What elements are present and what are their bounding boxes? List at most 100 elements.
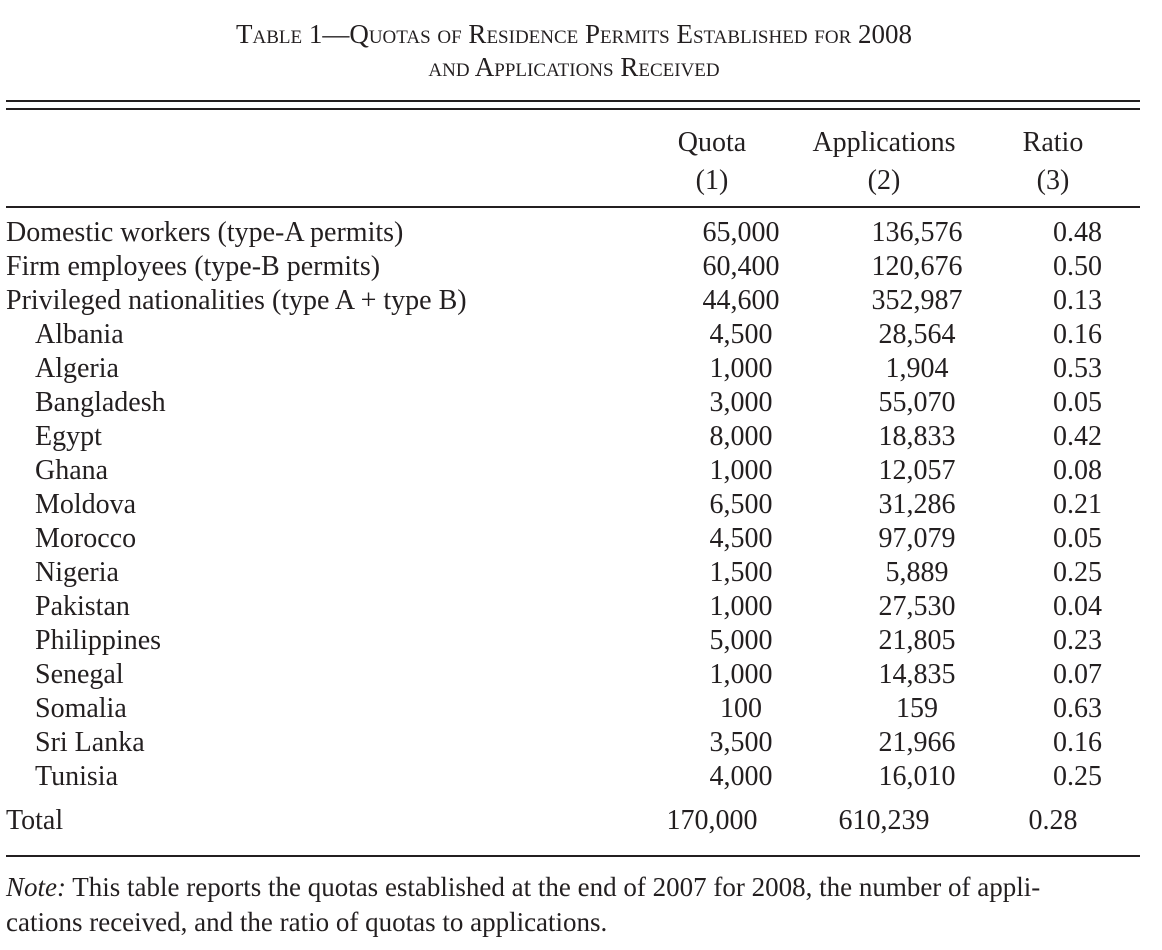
quota-cell: 100 (720, 693, 762, 724)
note-prefix: Note: (6, 872, 66, 902)
quota-cell: 4,500 (709, 523, 773, 554)
applications-cell: 136,576 (871, 217, 963, 248)
ratio-cell: 0.05 (1053, 523, 1102, 554)
row-label: Morocco (35, 523, 137, 554)
quota-cell: 60,400 (702, 251, 780, 282)
quota-cell: 8,000 (709, 421, 773, 452)
table-row: Albania 4,500 28,564 0.16 (6, 318, 1140, 352)
table-row: Tunisia 4,000 16,010 0.25 (6, 760, 1140, 794)
total-applications: 610,239 (838, 805, 930, 836)
ratio-cell: 0.50 (1053, 251, 1102, 282)
table-title-line-1: Table 1—Quotas of Residence Permits Esta… (235, 19, 913, 49)
row-label: Bangladesh (35, 387, 166, 418)
applications-cell: 18,833 (878, 421, 956, 452)
total-quota: 170,000 (666, 805, 758, 836)
ratio-cell: 0.05 (1053, 387, 1102, 418)
quota-cell: 3,000 (709, 387, 773, 418)
quota-cell: 3,500 (709, 727, 773, 758)
table-note: Note: This table reports the quotas esta… (6, 870, 1146, 940)
applications-cell: 1,904 (885, 353, 949, 384)
table-row: Moldova 6,500 31,286 0.21 (6, 488, 1140, 522)
quota-cell: 6,500 (709, 489, 773, 520)
header-rule (6, 206, 1140, 208)
ratio-cell: 0.21 (1053, 489, 1102, 520)
table-body: Domestic workers (type-A permits) 65,000 1… (6, 216, 1140, 794)
row-label: Moldova (35, 489, 137, 520)
ratio-cell: 0.13 (1053, 285, 1102, 316)
applications-cell: 14,835 (878, 659, 956, 690)
quota-cell: 1,500 (709, 557, 773, 588)
applications-cell: 352,987 (871, 285, 963, 316)
row-label: Nigeria (35, 557, 119, 588)
ratio-cell: 0.16 (1053, 727, 1102, 758)
ratio-cell: 0.07 (1053, 659, 1102, 690)
applications-cell: 97,079 (878, 523, 956, 554)
row-label: Tunisia (35, 761, 119, 792)
quota-cell: 4,500 (709, 319, 773, 350)
data-table: Domestic workers (type-A permits) 65,000 1… (6, 216, 1140, 794)
applications-cell: 120,676 (871, 251, 963, 282)
quota-cell: 65,000 (702, 217, 780, 248)
table-row: Philippines 5,000 21,805 0.23 (6, 624, 1140, 658)
row-label: Privileged nationalities (type A + type … (6, 285, 467, 316)
ratio-cell: 0.25 (1053, 557, 1102, 588)
applications-cell: 12,057 (878, 455, 956, 486)
ratio-cell: 0.23 (1053, 625, 1102, 656)
quota-cell: 44,600 (702, 285, 780, 316)
note-text: This table reports the quotas establishe… (66, 872, 1041, 902)
applications-cell: 28,564 (878, 319, 956, 350)
column-header-ratio: Ratio (3) (988, 124, 1118, 200)
column-header-number: (1) (695, 165, 729, 196)
applications-cell: 159 (896, 693, 938, 724)
top-rule-inner (6, 108, 1140, 110)
column-header-name: Applications (812, 127, 956, 158)
row-label: Albania (35, 319, 124, 350)
top-rule-outer (6, 100, 1140, 102)
ratio-cell: 0.16 (1053, 319, 1102, 350)
quota-cell: 1,000 (709, 591, 773, 622)
row-label: Somalia (35, 693, 127, 724)
applications-cell: 5,889 (885, 557, 949, 588)
row-label: Domestic workers (type-A permits) (6, 217, 404, 248)
applications-cell: 31,286 (878, 489, 956, 520)
table-row: Egypt 8,000 18,833 0.42 (6, 420, 1140, 454)
table-row: Senegal 1,000 14,835 0.07 (6, 658, 1140, 692)
row-label: Senegal (35, 659, 124, 690)
table-row: Sri Lanka 3,500 21,966 0.16 (6, 726, 1140, 760)
row-label: Philippines (35, 625, 162, 656)
ratio-cell: 0.25 (1053, 761, 1102, 792)
column-header-quota: Quota (1) (648, 124, 776, 200)
row-label: Algeria (35, 353, 119, 384)
applications-cell: 21,966 (878, 727, 956, 758)
ratio-cell: 0.53 (1053, 353, 1102, 384)
row-label: Ghana (35, 455, 109, 486)
table-row: Pakistan 1,000 27,530 0.04 (6, 590, 1140, 624)
quota-cell: 4,000 (709, 761, 773, 792)
row-label: Pakistan (35, 591, 130, 622)
quota-cell: 1,000 (709, 455, 773, 486)
table-title-line-2: and Applications Received (428, 52, 720, 82)
quota-cell: 1,000 (709, 659, 773, 690)
table-row: Somalia 100 159 0.63 (6, 692, 1140, 726)
applications-cell: 27,530 (878, 591, 956, 622)
table-row: Ghana 1,000 12,057 0.08 (6, 454, 1140, 488)
quota-cell: 1,000 (709, 353, 773, 384)
table-row: Privileged nationalities (type A + type … (6, 284, 1140, 318)
total-label: Total (6, 805, 64, 836)
table-row: Firm employees (type-B permits) 60,400 120… (6, 250, 1140, 284)
table-row: Bangladesh 3,000 55,070 0.05 (6, 386, 1140, 420)
row-label: Firm employees (type-B permits) (6, 251, 381, 282)
bottom-rule (6, 855, 1140, 857)
column-header-number: (3) (1036, 165, 1070, 196)
row-label: Sri Lanka (35, 727, 145, 758)
column-header-applications: Applications (2) (786, 124, 982, 200)
applications-cell: 16,010 (878, 761, 956, 792)
quota-cell: 5,000 (709, 625, 773, 656)
column-header-name: Quota (677, 127, 747, 158)
column-header-name: Ratio (1022, 127, 1084, 158)
table-row: Morocco 4,500 97,079 0.05 (6, 522, 1140, 556)
applications-cell: 21,805 (878, 625, 956, 656)
ratio-cell: 0.48 (1053, 217, 1102, 248)
table-row: Algeria 1,000 1,904 0.53 (6, 352, 1140, 386)
